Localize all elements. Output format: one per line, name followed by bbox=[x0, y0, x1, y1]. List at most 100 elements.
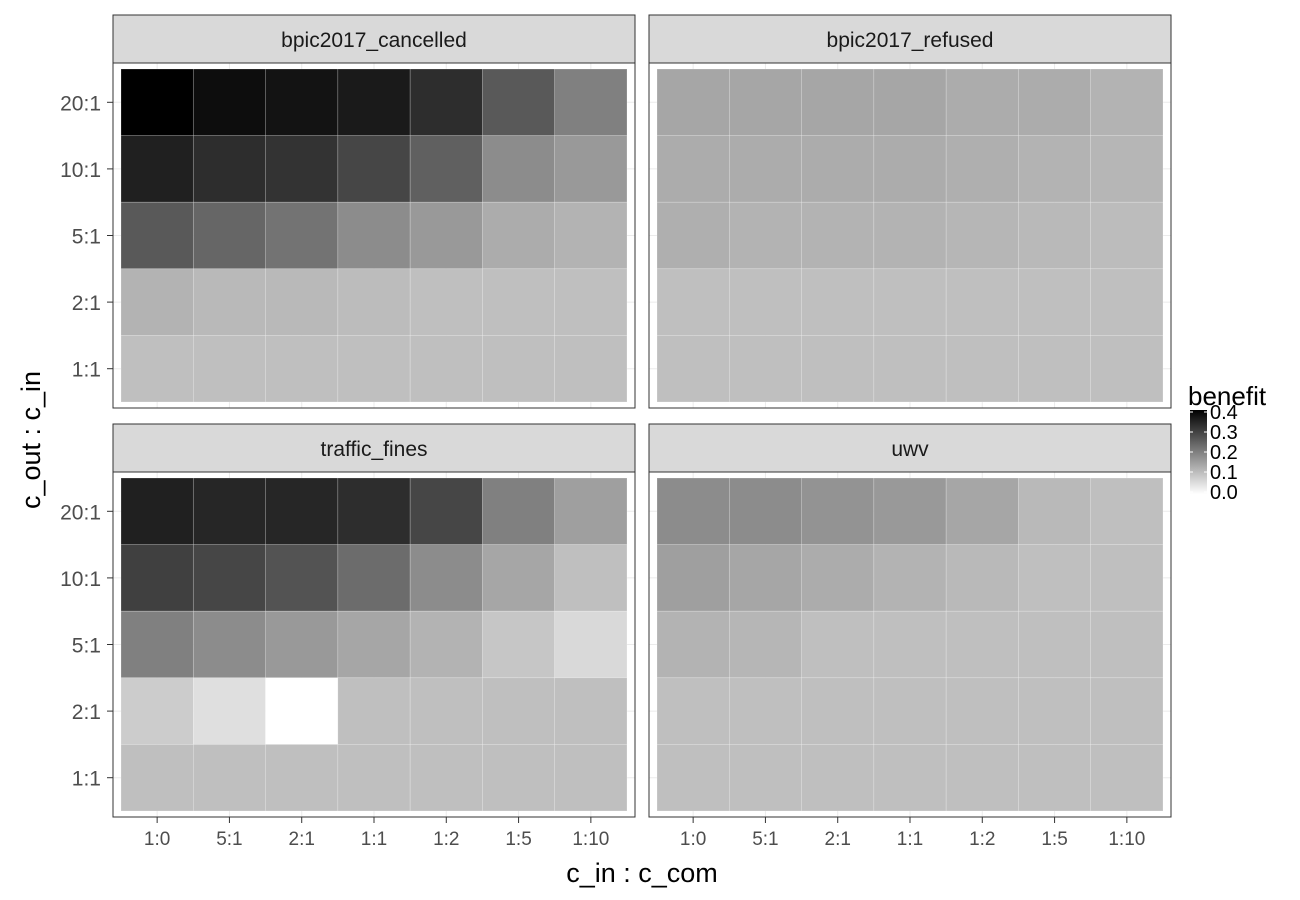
heatmap-tile bbox=[1018, 477, 1092, 545]
heatmap-tile bbox=[265, 610, 339, 679]
heatmap-tile bbox=[728, 477, 802, 545]
heatmap-tile bbox=[1090, 744, 1164, 812]
heatmap-tile bbox=[801, 744, 875, 812]
x-tick-label: 1:10 bbox=[1108, 829, 1145, 850]
x-tick-label: 1:1 bbox=[361, 829, 387, 850]
heatmap-tile bbox=[337, 544, 411, 612]
heatmap-tile bbox=[656, 477, 730, 545]
heatmap-tile bbox=[409, 677, 483, 745]
heatmap-tile bbox=[1090, 268, 1164, 336]
heatmap-tile bbox=[1018, 68, 1092, 136]
facet-strip-label: bpic2017_cancelled bbox=[281, 29, 467, 52]
heatmap-tile bbox=[554, 335, 628, 403]
heatmap-tile bbox=[120, 610, 194, 679]
heatmap-tile bbox=[337, 744, 411, 812]
legend-tick-label: 0.4 bbox=[1210, 402, 1238, 424]
heatmap-tile bbox=[337, 477, 411, 545]
y-axis-title: c_out : c_in bbox=[16, 371, 46, 509]
heatmap-tile bbox=[409, 744, 483, 812]
heatmap-tile bbox=[1090, 68, 1164, 136]
x-tick-label: 1:2 bbox=[433, 829, 459, 850]
heatmap-tile bbox=[728, 744, 802, 812]
heatmap-tile bbox=[945, 610, 1019, 679]
heatmap-tile bbox=[873, 201, 947, 270]
heatmap-tile bbox=[728, 268, 802, 336]
heatmap-tile bbox=[192, 744, 266, 812]
heatmap-tile bbox=[656, 677, 730, 745]
heatmap-tile bbox=[554, 68, 628, 136]
heatmap-tile bbox=[1018, 610, 1092, 679]
heatmap-tile bbox=[409, 544, 483, 612]
heatmap-tile bbox=[120, 68, 194, 136]
heatmap-tile bbox=[337, 677, 411, 745]
heatmap-tile bbox=[337, 335, 411, 403]
heatmap-tile bbox=[873, 268, 947, 336]
heatmap-tile bbox=[945, 477, 1019, 545]
x-tick-label: 1:1 bbox=[897, 829, 923, 850]
y-tick-label: 20:1 bbox=[60, 92, 101, 115]
heatmap-tile bbox=[801, 677, 875, 745]
x-tick-label: 1:5 bbox=[1041, 829, 1067, 850]
x-tick-label: 1:0 bbox=[680, 829, 706, 850]
heatmap-tile bbox=[801, 268, 875, 336]
heatmap-tile bbox=[482, 268, 556, 336]
x-tick-label: 5:1 bbox=[752, 829, 778, 850]
y-tick-label: 10:1 bbox=[60, 159, 101, 182]
heatmap-tile bbox=[728, 544, 802, 612]
heatmap-tile bbox=[873, 135, 947, 203]
heatmap-tile bbox=[554, 268, 628, 336]
heatmap-tile bbox=[120, 335, 194, 403]
x-tick-label: 1:10 bbox=[572, 829, 609, 850]
heatmap-tile bbox=[265, 544, 339, 612]
heatmap-tile bbox=[801, 610, 875, 679]
heatmap-tile bbox=[482, 68, 556, 136]
heatmap-tile bbox=[1090, 610, 1164, 679]
heatmap-tile bbox=[1090, 477, 1164, 545]
heatmap-tile bbox=[337, 201, 411, 270]
heatmap-tile bbox=[409, 68, 483, 136]
legend-tick-label: 0.2 bbox=[1210, 442, 1238, 464]
heatmap-tile bbox=[945, 677, 1019, 745]
heatmap-tile bbox=[1018, 744, 1092, 812]
x-tick-label: 5:1 bbox=[216, 829, 242, 850]
legend-colorbar bbox=[1190, 410, 1207, 494]
heatmap-tile bbox=[265, 477, 339, 545]
heatmap-tile bbox=[1090, 335, 1164, 403]
heatmap-tile bbox=[656, 268, 730, 336]
heatmap-tile bbox=[728, 335, 802, 403]
heatmap-tile bbox=[120, 268, 194, 336]
heatmap-tile bbox=[656, 201, 730, 270]
heatmap-tile bbox=[801, 68, 875, 136]
heatmap-tile bbox=[337, 610, 411, 679]
heatmap-tile bbox=[945, 268, 1019, 336]
heatmap-tile bbox=[801, 201, 875, 270]
heatmap-tile bbox=[482, 201, 556, 270]
heatmap-tile bbox=[554, 477, 628, 545]
heatmap-tile bbox=[1018, 677, 1092, 745]
heatmap-tile bbox=[192, 477, 266, 545]
heatmap-tile bbox=[1018, 135, 1092, 203]
x-tick-label: 2:1 bbox=[825, 829, 851, 850]
heatmap-tile bbox=[728, 610, 802, 679]
heatmap-tile bbox=[265, 68, 339, 136]
legend-tick-label: 0.1 bbox=[1210, 462, 1238, 484]
heatmap-tile bbox=[1018, 335, 1092, 403]
heatmap-tile bbox=[265, 201, 339, 270]
heatmap-tile bbox=[656, 68, 730, 136]
heatmap-tile bbox=[945, 201, 1019, 270]
heatmap-tile bbox=[265, 335, 339, 403]
heatmap-tile bbox=[801, 477, 875, 545]
panel-border bbox=[648, 62, 1172, 409]
heatmap-tile bbox=[554, 544, 628, 612]
heatmap-tile bbox=[409, 477, 483, 545]
heatmap-tile bbox=[656, 135, 730, 203]
heatmap-tile bbox=[192, 201, 266, 270]
heatmap-tile bbox=[482, 677, 556, 745]
heatmap-tile bbox=[554, 201, 628, 270]
heatmap-tile bbox=[120, 135, 194, 203]
heatmap-tile bbox=[265, 268, 339, 336]
y-tick-label: 10:1 bbox=[60, 568, 101, 591]
heatmap-tile bbox=[192, 335, 266, 403]
heatmap-tile bbox=[873, 744, 947, 812]
